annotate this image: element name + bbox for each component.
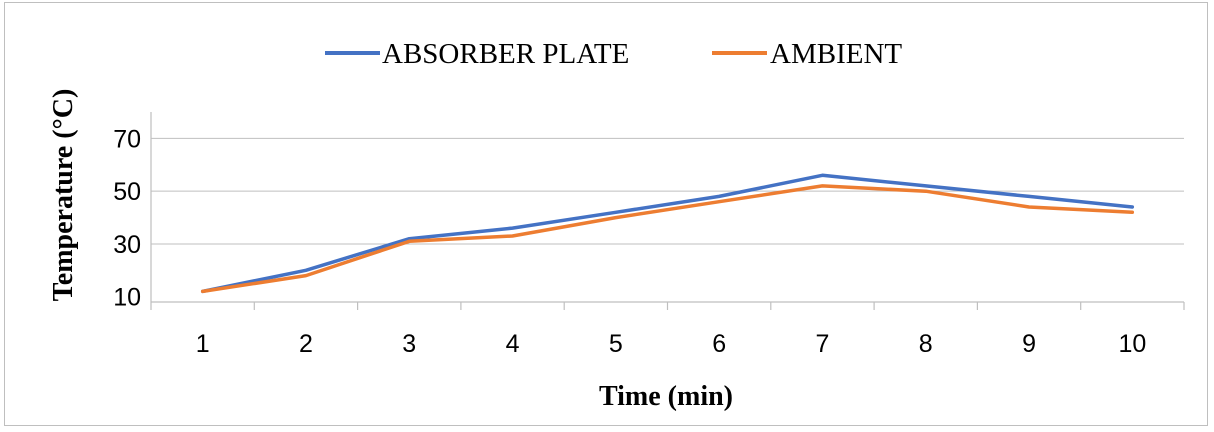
legend: ABSORBER PLATE AMBIENT — [325, 38, 902, 70]
x-axis-title: Time (min) — [599, 381, 733, 412]
x-tick-label-6: 6 — [712, 330, 726, 358]
y-tick-label-30: 30 — [113, 231, 141, 259]
y-tick-label-10: 10 — [113, 284, 141, 312]
x-tick-label-4: 4 — [506, 330, 520, 358]
series-layer — [200, 173, 1135, 294]
y-tick-label-70: 70 — [113, 125, 141, 153]
x-tick-label-9: 9 — [1022, 330, 1036, 358]
y-axis-title: Temperature (°C) — [48, 89, 79, 302]
x-tick-label-8: 8 — [919, 330, 933, 358]
x-tick-label-2: 2 — [299, 330, 313, 358]
series-line-absorber-plate — [200, 173, 1135, 294]
series-line-ambient — [200, 184, 1135, 294]
x-tick-marks — [150, 302, 1185, 310]
legend-label-absorber-plate: ABSORBER PLATE — [382, 38, 629, 70]
x-tick-labels: 1 2 3 4 5 6 7 8 9 10 — [196, 330, 1147, 358]
x-tick-label-1: 1 — [196, 330, 210, 358]
x-tick-label-10: 10 — [1118, 330, 1146, 358]
gridlines — [151, 137, 1184, 245]
y-tick-labels: 10 30 50 70 — [113, 125, 141, 311]
y-tick-label-50: 50 — [113, 178, 141, 206]
legend-label-ambient: AMBIENT — [770, 38, 902, 70]
x-tick-label-3: 3 — [402, 330, 416, 358]
x-tick-label-7: 7 — [815, 330, 829, 358]
x-tick-label-5: 5 — [609, 330, 623, 358]
